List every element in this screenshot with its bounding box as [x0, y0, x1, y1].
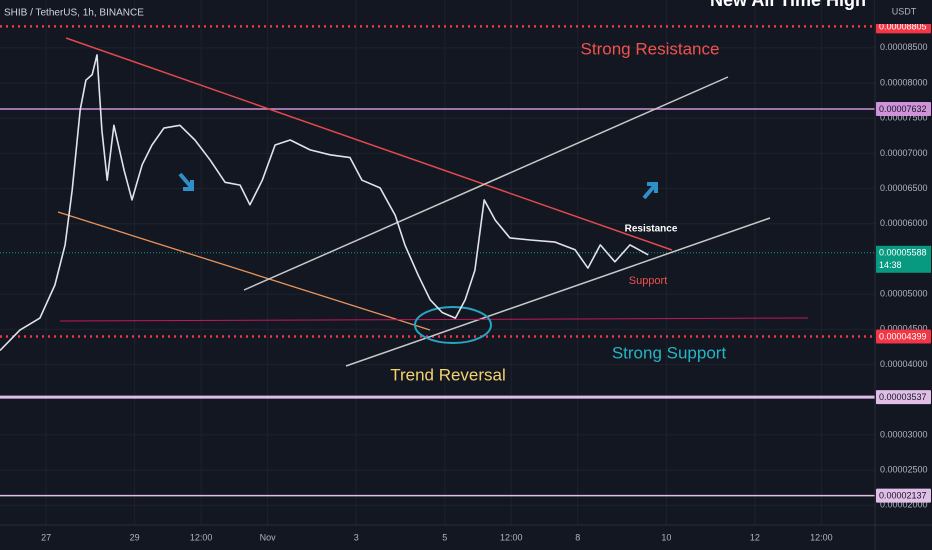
y-tick-label: 0.00006500 [880, 183, 928, 193]
price-tag-label: 0.00004399 [879, 331, 927, 341]
annotation: Strong Support [612, 343, 727, 362]
y-tick-label: 0.00008000 [880, 77, 928, 87]
price-tag [876, 101, 931, 116]
y-tick-label: 0.00007500 [880, 113, 928, 123]
chart-title: SHIB / TetherUS, 1h, BINANCE [4, 8, 144, 19]
price-tag-label: 0.00005588 [879, 248, 927, 258]
axes: 0.00008500 0.00008000 0.00007500 0.00007000… [41, 19, 931, 542]
y-tick-label: 0.00003000 [880, 429, 928, 439]
down-arrow [178, 172, 194, 191]
annotation: Resistance [625, 224, 678, 235]
series [0, 54, 649, 352]
x-tick-label: 12:00 [190, 532, 213, 542]
x-tick-label: 29 [130, 532, 140, 542]
channel-lower [345, 217, 771, 367]
currency: USDT [892, 6, 917, 16]
annotation: Strong Resistance [581, 39, 720, 58]
x-tick-label: 27 [41, 532, 51, 542]
price-line [0, 54, 649, 352]
y-tick-label: 0.00008500 [880, 42, 928, 52]
price-tag [876, 488, 931, 503]
x-tick-label: 10 [661, 532, 671, 542]
y-tick-label: 0.00005000 [880, 289, 928, 299]
y-tick-label: 0.00004500 [880, 324, 928, 334]
y-tick-label: 0.00006000 [880, 218, 928, 228]
annotation: Trend Reversal [390, 365, 506, 384]
price-tag-label: 0.00003537 [879, 392, 927, 402]
price-tag [876, 390, 931, 405]
up-arrow [642, 182, 658, 200]
levels [0, 25, 875, 497]
price-tag-label: 0.00008805 [879, 21, 927, 31]
reversal-circle [414, 306, 492, 344]
x-tick-label: 12 [750, 532, 760, 542]
currency-box [875, 0, 932, 24]
headline: New All Time High [710, 0, 866, 10]
resistance-trendline [65, 37, 673, 251]
x-tick-label: 3 [354, 532, 359, 542]
price-tag [876, 245, 931, 273]
countdown: 14:38 [879, 260, 902, 270]
y-tick-label: 0.00002500 [880, 464, 928, 474]
support-trendline [57, 211, 431, 331]
annotation: Support [629, 275, 668, 287]
x-tick-label: Nov [260, 532, 277, 542]
price-tag [876, 329, 931, 344]
channel-upper [243, 76, 729, 291]
price-axis [875, 0, 932, 550]
y-tick-label: 0.00002000 [880, 500, 928, 510]
grid [0, 0, 875, 525]
drawings [57, 37, 809, 367]
x-tick-label: 12:00 [810, 532, 833, 542]
x-tick-label: 8 [575, 532, 580, 542]
y-tick-label: 0.00007000 [880, 148, 928, 158]
y-tick-label: 0.00004000 [880, 359, 928, 369]
price-tag-label: 0.00002137 [879, 491, 927, 501]
x-tick-label: 5 [442, 532, 447, 542]
base-line [59, 317, 809, 322]
price-tag-label: 0.00007632 [879, 104, 927, 114]
x-tick-label: 12:00 [500, 532, 523, 542]
